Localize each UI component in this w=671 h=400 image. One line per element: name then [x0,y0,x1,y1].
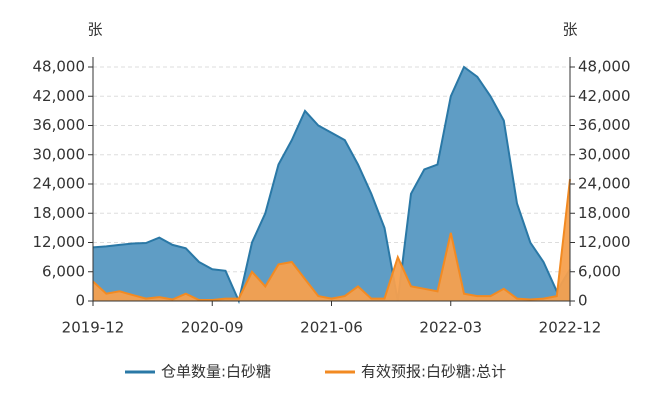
y2-tick-label: 12,000 [578,233,631,251]
y-tick-label: 36,000 [33,116,86,134]
line [92,65,571,305]
x-tick-label: 2021-06 [300,319,363,337]
y-tick-label: 42,000 [33,87,86,105]
y2-tick-label: 30,000 [578,145,631,163]
y2-tick-label: 0 [578,292,588,310]
y2-tick-label: 24,000 [578,175,631,193]
y-tick-label: 24,000 [33,175,86,193]
x-tick-label: 2019-12 [62,319,125,337]
y-tick-label: 6,000 [42,262,85,280]
y-tick-label: 0 [75,292,85,310]
y2-unit: 张 [562,21,577,39]
area [93,179,570,301]
y-tick-label: 48,000 [33,58,86,76]
y-tick-label: 30,000 [33,145,86,163]
y2-tick-label: 6,000 [578,262,621,280]
x-tick-label: 2020-09 [181,319,244,337]
y2-tick-label: 48,000 [578,58,631,76]
y-tick-label: 18,000 [33,204,86,222]
y-tick-label: 12,000 [33,233,86,251]
y2-tick-label: 36,000 [578,116,631,134]
y-unit: 张 [87,21,102,39]
line [92,178,571,301]
x-tick-label: 2022-03 [419,319,482,337]
x-tick-label: 2022-12 [539,319,602,337]
y2-tick-label: 18,000 [578,204,631,222]
legend-label: 仓单数量:白砂糖 [161,363,271,381]
legend-label: 有效预报:白砂糖:总计 [361,363,506,381]
y2-tick-label: 42,000 [578,87,631,105]
